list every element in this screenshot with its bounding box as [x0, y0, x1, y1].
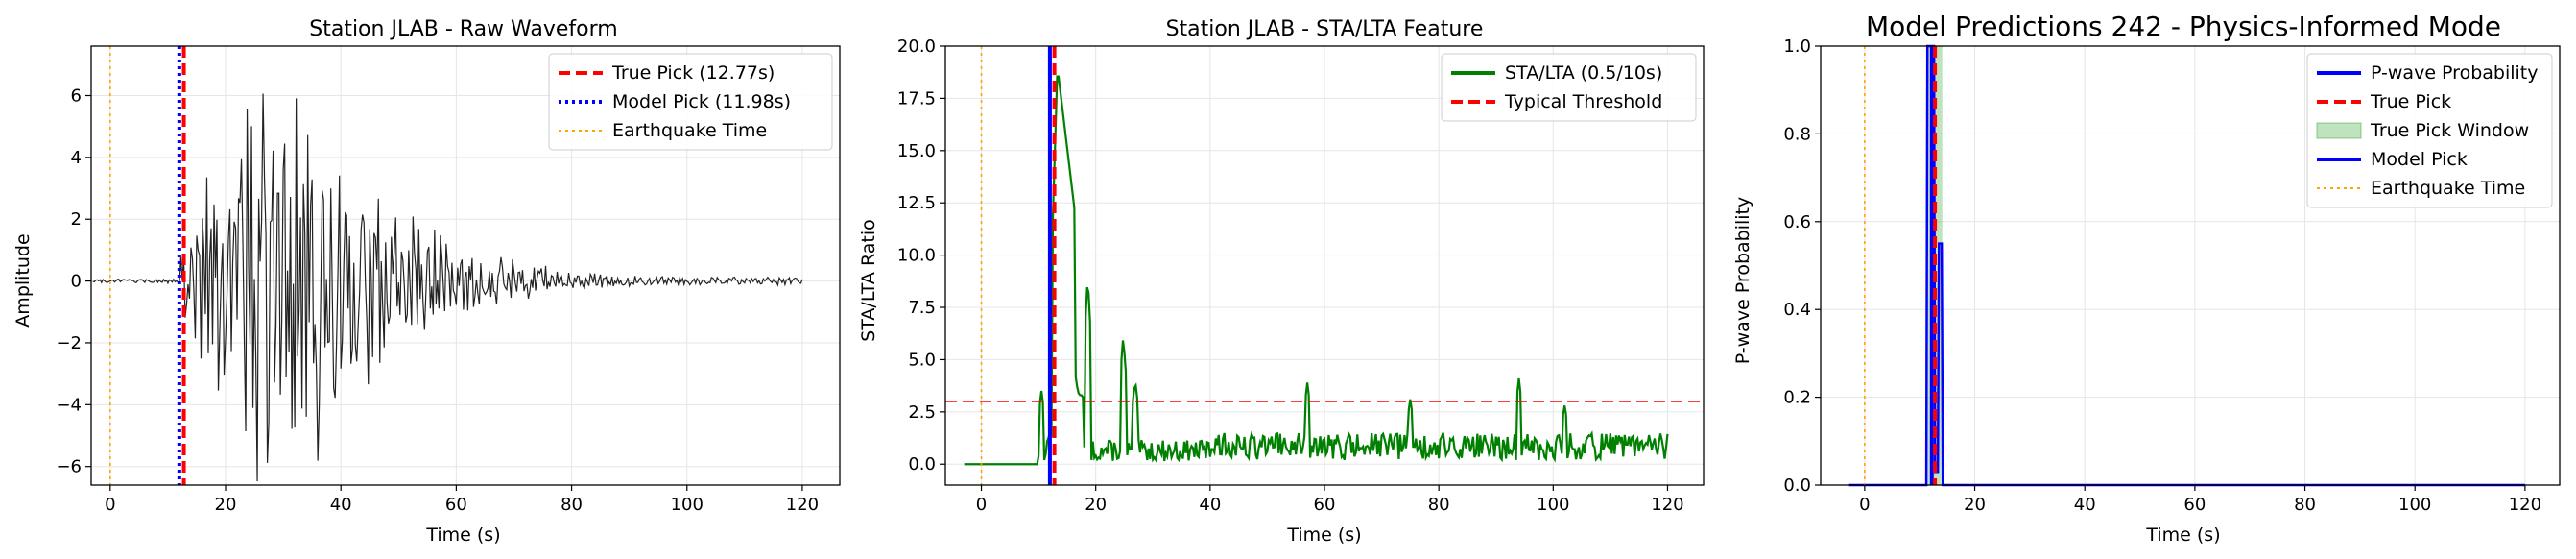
model-predictions-ylabel: P-wave Probability — [1732, 197, 1753, 365]
legend-label: Typical Threshold — [1504, 91, 1662, 112]
x-tick-label: 100 — [2398, 495, 2431, 515]
axes-frame — [90, 45, 841, 486]
legend-label: STA/LTA (0.5/10s) — [1505, 62, 1662, 84]
x-tick-label: 120 — [786, 495, 819, 515]
y-tick-label: 6 — [71, 85, 82, 106]
legend-box — [1441, 53, 1697, 122]
x-tick-label: 80 — [561, 495, 583, 515]
legend-box — [548, 53, 833, 151]
x-tick-label: 100 — [671, 495, 704, 515]
raw-waveform-panel: Station JLAB - Raw Waveform Time (s) Amp… — [12, 17, 841, 546]
legend-label: True Pick Window — [2370, 120, 2529, 141]
y-tick-label: 0.6 — [1783, 212, 1811, 232]
legend: True Pick (12.77s) Model Pick (11.98s) Ear… — [548, 53, 833, 151]
stalta-xlabel: Time (s) — [1286, 524, 1361, 546]
y-tick-label: −2 — [56, 333, 82, 353]
axes-frame — [1820, 45, 2561, 486]
legend-label: Earthquake Time — [2371, 178, 2525, 199]
x-tick-label: 120 — [2509, 495, 2541, 515]
stalta-ylabel: STA/LTA Ratio — [858, 219, 879, 342]
legend-label: True Pick — [2370, 91, 2451, 112]
waveform-trace — [92, 93, 803, 482]
x-tick-label: 20 — [1085, 495, 1107, 515]
x-tick-label: 20 — [1964, 495, 1986, 515]
raw-waveform-xlabel: Time (s) — [425, 524, 500, 546]
raw-waveform-ylabel: Amplitude — [12, 233, 34, 327]
y-tick-label: 4 — [71, 148, 82, 168]
plot-area — [945, 45, 1704, 485]
model-predictions-panel: Model Predictions 242 - Physics-Informed… — [1732, 11, 2561, 546]
x-tick-label: 120 — [1651, 495, 1683, 515]
y-tick-label: 10.0 — [897, 246, 936, 266]
y-tick-label: 12.5 — [897, 193, 936, 213]
y-tick-label: 0 — [71, 272, 82, 292]
legend-swatch — [2316, 122, 2362, 139]
x-tick-label: 80 — [2294, 495, 2316, 515]
x-tick-label: 60 — [1314, 495, 1336, 515]
y-tick-label: 0.0 — [1783, 475, 1811, 496]
x-tick-label: 40 — [1199, 495, 1221, 515]
stalta-title: Station JLAB - STA/LTA Feature — [1166, 17, 1484, 41]
y-tick-label: 2.5 — [908, 402, 936, 423]
legend-label: Model Pick (11.98s) — [612, 91, 791, 112]
y-tick-label: 2 — [71, 209, 82, 230]
x-tick-label: 80 — [1428, 495, 1450, 515]
y-tick-label: −4 — [56, 395, 82, 415]
y-tick-label: 20.0 — [897, 36, 936, 57]
model-predictions-title: Model Predictions 242 - Physics-Informed… — [1866, 11, 2501, 42]
x-tick-label: 0 — [1859, 495, 1870, 515]
x-tick-label: 60 — [445, 495, 467, 515]
x-tick-label: 0 — [105, 495, 115, 515]
legend-label: Earthquake Time — [612, 120, 767, 141]
x-tick-label: 0 — [976, 495, 987, 515]
model-predictions-xlabel: Time (s) — [2145, 524, 2220, 546]
y-tick-label: 17.5 — [897, 88, 936, 109]
legend: STA/LTA (0.5/10s) Typical Threshold — [1441, 53, 1697, 122]
x-tick-label: 60 — [2183, 495, 2206, 515]
y-tick-label: 5.0 — [908, 350, 936, 370]
stalta-trace — [964, 75, 1669, 466]
raw-waveform-title: Station JLAB - Raw Waveform — [309, 17, 617, 41]
y-tick-label: 0.2 — [1783, 388, 1811, 408]
x-tick-label: 100 — [1537, 495, 1569, 515]
legend: P-wave Probability True Pick True Pick Win… — [2306, 53, 2553, 208]
y-tick-label: 0.8 — [1783, 124, 1811, 144]
legend-label: Model Pick — [2371, 149, 2468, 170]
legend-label: P-wave Probability — [2371, 62, 2539, 84]
y-tick-label: 0.0 — [908, 454, 936, 474]
x-tick-label: 40 — [330, 495, 352, 515]
x-tick-label: 40 — [2074, 495, 2096, 515]
stalta-panel: Station JLAB - STA/LTA Feature Time (s) … — [858, 17, 1705, 546]
y-tick-label: 15.0 — [897, 141, 936, 161]
legend-box — [2306, 53, 2553, 208]
y-tick-label: 7.5 — [908, 298, 936, 318]
y-tick-label: −6 — [56, 457, 82, 477]
y-tick-label: 0.4 — [1783, 300, 1811, 320]
legend-label: True Pick (12.77s) — [611, 62, 775, 84]
y-tick-label: 1.0 — [1783, 36, 1811, 57]
x-tick-label: 20 — [215, 495, 237, 515]
